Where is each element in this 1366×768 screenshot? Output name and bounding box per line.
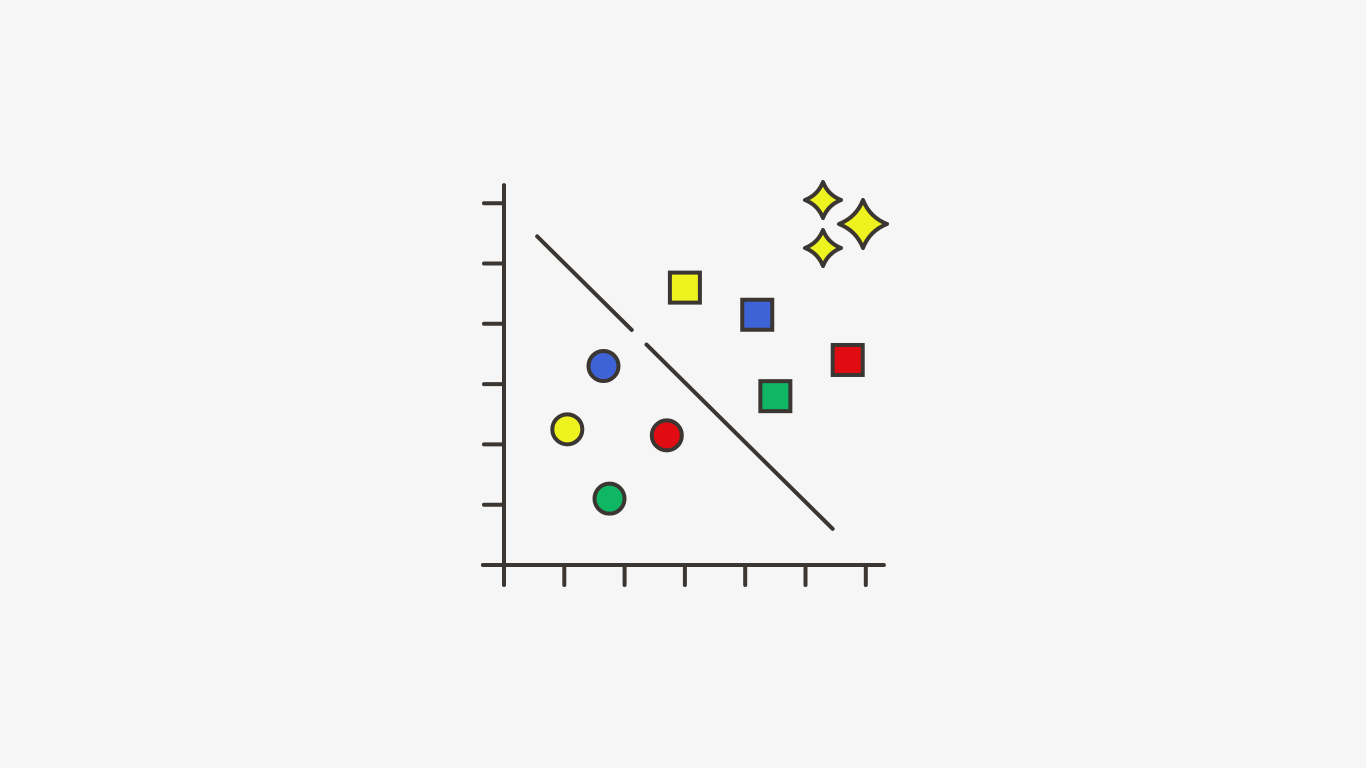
square-data-point [830,342,865,377]
sparkle-icon [803,180,843,220]
square-data-point [758,379,793,414]
sparkle-icon [837,198,889,250]
circle-data-point [550,412,585,447]
circle-data-point [592,481,627,516]
square-data-point [740,297,775,332]
square-data-point [667,270,702,305]
sparkle-icon [803,228,843,268]
circle-data-point [649,418,684,453]
decision-boundary-line [644,342,835,531]
decision-boundary-line [535,234,634,332]
circle-data-point [586,349,621,384]
